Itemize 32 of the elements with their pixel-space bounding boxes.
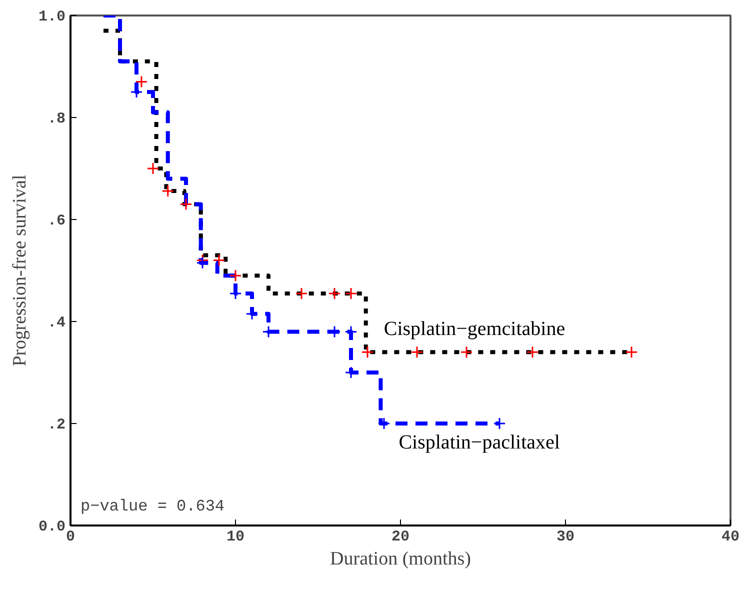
point	[295, 287, 308, 300]
series-label: Cisplatin−gemcitabine	[384, 318, 566, 340]
y-tick-label: 1.0	[38, 8, 66, 26]
point	[146, 162, 160, 175]
annotation: p−value = 0.634	[80, 498, 225, 516]
y-tick-label: .2	[47, 416, 66, 434]
y-tick-label: .8	[47, 110, 66, 128]
point	[625, 346, 638, 358]
point	[410, 346, 424, 358]
y-tick-label: 0.0	[38, 518, 66, 536]
point	[460, 346, 473, 358]
point	[162, 184, 174, 198]
point	[493, 417, 506, 430]
x-tick-label: 10	[226, 528, 245, 546]
point	[180, 198, 192, 210]
point	[361, 346, 374, 358]
x-tick-label: 30	[556, 528, 575, 546]
point	[212, 254, 226, 267]
series-label: Cisplatin−paclitaxel	[398, 432, 560, 454]
x-tick-label: 40	[722, 528, 740, 546]
x-axis-title: Duration (months)	[330, 548, 471, 570]
point	[135, 76, 148, 88]
y-axis-title: Progression-free survival	[9, 174, 30, 366]
x-tick-label: 20	[392, 528, 410, 546]
y-tick-label: .4	[47, 314, 66, 332]
point	[328, 287, 341, 300]
point	[229, 269, 242, 282]
x-tick-label: 0	[66, 528, 76, 546]
y-tick-label: .6	[47, 212, 66, 230]
point	[526, 346, 539, 358]
point	[344, 287, 358, 300]
point	[378, 417, 390, 430]
